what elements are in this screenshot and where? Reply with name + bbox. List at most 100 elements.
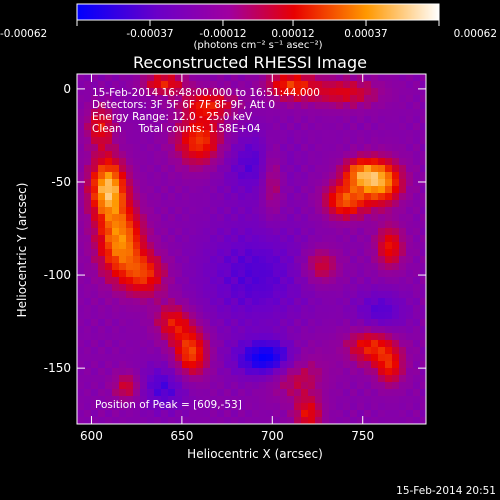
heatmap-cell [315, 179, 322, 186]
heatmap-cell [210, 235, 217, 242]
heatmap-cell [350, 235, 357, 242]
heatmap-cell [273, 298, 280, 305]
heatmap-cell [112, 256, 119, 263]
heatmap-cell [238, 235, 245, 242]
heatmap-cell [259, 375, 266, 382]
heatmap-cell [140, 270, 147, 277]
heatmap-cell [189, 249, 196, 256]
heatmap-cell [245, 151, 252, 158]
heatmap-cell [126, 410, 133, 417]
heatmap-cell [343, 207, 350, 214]
heatmap-cell [154, 88, 161, 95]
heatmap-cell [196, 319, 203, 326]
heatmap-cell [301, 81, 308, 88]
heatmap-cell [224, 207, 231, 214]
heatmap-cell [105, 340, 112, 347]
heatmap-cell [259, 172, 266, 179]
heatmap-cell [210, 116, 217, 123]
heatmap-cell [371, 74, 378, 81]
heatmap-cell [308, 312, 315, 319]
heatmap-cell [259, 144, 266, 151]
heatmap-cell [378, 347, 385, 354]
heatmap-cell [266, 389, 273, 396]
heatmap-cell [252, 312, 259, 319]
heatmap-cell [301, 403, 308, 410]
heatmap-cell [308, 186, 315, 193]
heatmap-cell [294, 102, 301, 109]
heatmap-cell [343, 291, 350, 298]
heatmap-cell [203, 144, 210, 151]
heatmap-cell [420, 109, 426, 116]
heatmap-cell [189, 186, 196, 193]
heatmap-cell [357, 95, 364, 102]
heatmap-cell [196, 396, 203, 403]
heatmap-cell [77, 130, 84, 137]
heatmap-cell [413, 305, 420, 312]
heatmap-cell [413, 172, 420, 179]
heatmap-cell [294, 109, 301, 116]
heatmap-cell [350, 221, 357, 228]
heatmap-cell [301, 347, 308, 354]
heatmap-cell [378, 242, 385, 249]
heatmap-cell [231, 347, 238, 354]
heatmap-cell [224, 354, 231, 361]
heatmap-cell [175, 123, 182, 130]
heatmap-cell [406, 305, 413, 312]
heatmap-cell [112, 340, 119, 347]
heatmap-cell [126, 74, 133, 81]
heatmap-cell [364, 312, 371, 319]
heatmap-cell [210, 123, 217, 130]
heatmap-cell [105, 284, 112, 291]
heatmap-cell [273, 109, 280, 116]
heatmap-cell [357, 326, 364, 333]
heatmap-cell [84, 298, 91, 305]
heatmap-cell [98, 123, 105, 130]
heatmap-cell [112, 382, 119, 389]
heatmap-cell [343, 326, 350, 333]
heatmap-cell [406, 137, 413, 144]
heatmap-cell [308, 298, 315, 305]
heatmap-cell [175, 74, 182, 81]
heatmap-cell [140, 242, 147, 249]
heatmap-cell [252, 249, 259, 256]
heatmap-cell [266, 221, 273, 228]
heatmap-cell [406, 172, 413, 179]
heatmap-cell [322, 165, 329, 172]
heatmap-cell [329, 305, 336, 312]
heatmap-cell [350, 277, 357, 284]
heatmap-cell [371, 403, 378, 410]
heatmap-cell [238, 179, 245, 186]
heatmap-cell [287, 417, 294, 424]
heatmap-cell [98, 305, 105, 312]
heatmap-cell [399, 354, 406, 361]
heatmap-cell [238, 284, 245, 291]
heatmap-cell [294, 312, 301, 319]
heatmap-cell [280, 116, 287, 123]
heatmap-cell [105, 116, 112, 123]
heatmap-cell [385, 396, 392, 403]
heatmap-cell [231, 102, 238, 109]
heatmap-cell [350, 88, 357, 95]
heatmap-cell [245, 123, 252, 130]
heatmap-cell [294, 305, 301, 312]
heatmap-cell [343, 158, 350, 165]
heatmap-cell [266, 109, 273, 116]
heatmap-cell [210, 256, 217, 263]
heatmap-cell [161, 151, 168, 158]
heatmap-cell [322, 207, 329, 214]
heatmap-cell [189, 235, 196, 242]
heatmap-cell [84, 109, 91, 116]
heatmap-cell [154, 109, 161, 116]
heatmap-cell [77, 347, 84, 354]
heatmap-cell [378, 305, 385, 312]
heatmap-cell [119, 130, 126, 137]
heatmap-cell [301, 242, 308, 249]
heatmap-cell [413, 228, 420, 235]
heatmap-cell [98, 193, 105, 200]
heatmap-cell [378, 319, 385, 326]
heatmap-cell [252, 242, 259, 249]
heatmap-cell [280, 123, 287, 130]
heatmap-cell [203, 200, 210, 207]
heatmap-cell [273, 270, 280, 277]
heatmap-cell [308, 88, 315, 95]
